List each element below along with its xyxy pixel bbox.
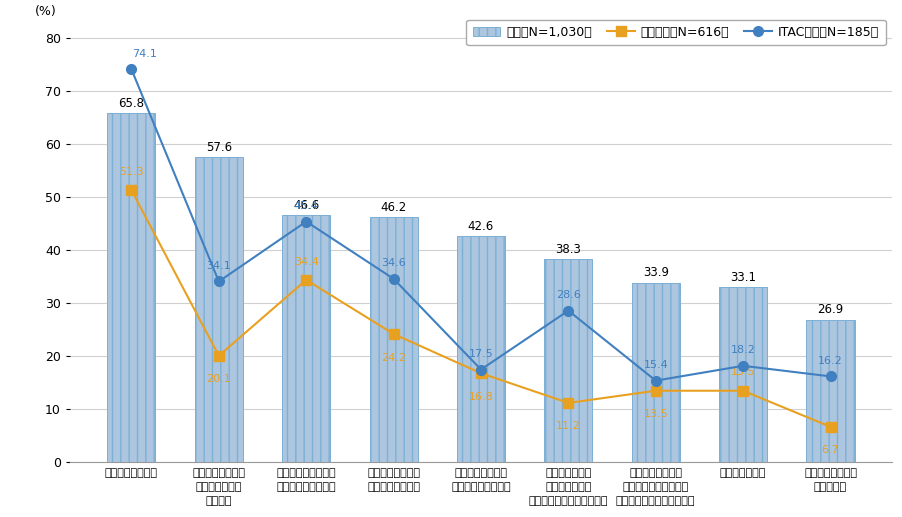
Text: 13.5: 13.5 bbox=[643, 409, 667, 419]
Text: 6.7: 6.7 bbox=[821, 445, 839, 455]
Text: 51.3: 51.3 bbox=[119, 167, 143, 177]
Text: 34.6: 34.6 bbox=[381, 258, 406, 268]
Text: 11.2: 11.2 bbox=[556, 421, 580, 432]
Text: 46.2: 46.2 bbox=[380, 201, 406, 214]
Bar bbox=[456, 236, 504, 462]
Text: 46.6: 46.6 bbox=[293, 199, 319, 212]
Text: 33.9: 33.9 bbox=[642, 266, 668, 279]
Bar bbox=[107, 113, 155, 462]
Text: 45.4: 45.4 bbox=[293, 201, 318, 211]
Bar bbox=[282, 215, 330, 462]
Bar bbox=[544, 259, 592, 462]
Text: 34.1: 34.1 bbox=[207, 261, 231, 271]
Text: 15.4: 15.4 bbox=[642, 360, 667, 370]
Text: 24.2: 24.2 bbox=[381, 353, 406, 362]
Text: 38.3: 38.3 bbox=[555, 243, 581, 256]
Text: 13.5: 13.5 bbox=[730, 368, 755, 377]
Text: 74.1: 74.1 bbox=[132, 49, 157, 59]
Text: 65.8: 65.8 bbox=[118, 97, 144, 110]
Text: 17.5: 17.5 bbox=[468, 349, 492, 359]
Text: 18.2: 18.2 bbox=[730, 345, 755, 355]
Text: 42.6: 42.6 bbox=[467, 220, 493, 233]
Bar bbox=[195, 157, 243, 462]
Text: 57.6: 57.6 bbox=[206, 141, 232, 154]
Text: 26.9: 26.9 bbox=[816, 303, 842, 316]
Y-axis label: (%): (%) bbox=[34, 5, 56, 18]
Text: 28.6: 28.6 bbox=[556, 290, 580, 300]
Bar bbox=[631, 282, 679, 462]
Text: 33.1: 33.1 bbox=[730, 270, 755, 284]
Text: 16.2: 16.2 bbox=[817, 356, 842, 366]
Legend: 個人（N=1,030）, 一般企業（N=616）, ITAC企業（N=185）: 個人（N=1,030）, 一般企業（N=616）, ITAC企業（N=185） bbox=[465, 20, 885, 45]
Bar bbox=[805, 320, 853, 462]
Bar bbox=[718, 287, 767, 462]
Text: 34.4: 34.4 bbox=[293, 256, 318, 267]
Bar bbox=[369, 217, 417, 462]
Text: 20.1: 20.1 bbox=[207, 374, 231, 384]
Text: 16.8: 16.8 bbox=[468, 392, 492, 402]
